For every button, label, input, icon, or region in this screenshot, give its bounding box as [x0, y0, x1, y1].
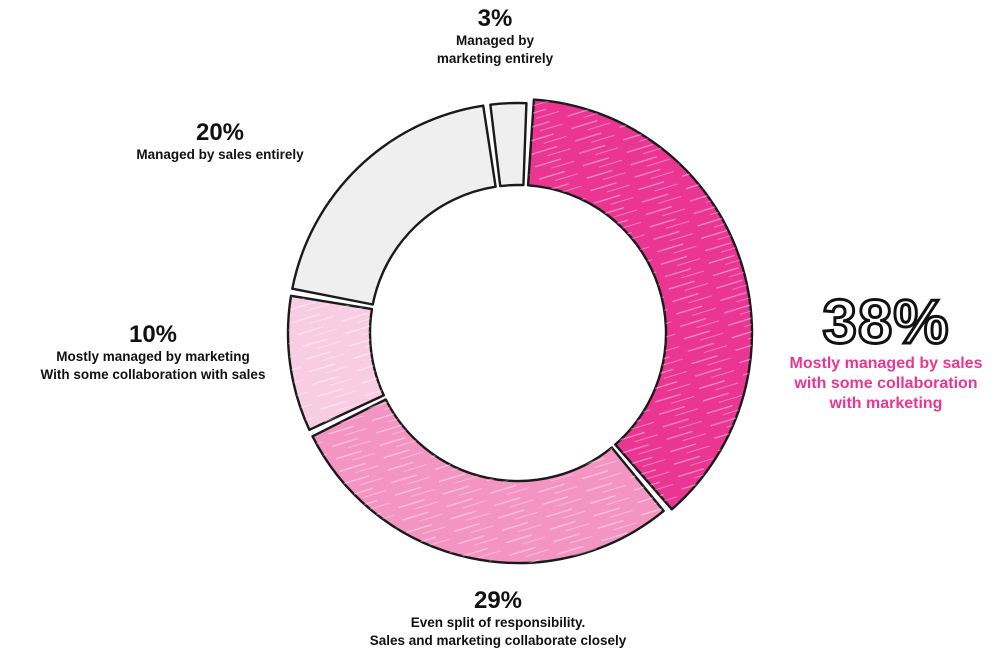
slice-mostly-sales-texture [528, 99, 753, 510]
slice-marketing-entirely [489, 101, 528, 188]
desc-sales-entirely: Managed by sales entirely [136, 147, 304, 162]
label-marketing-entirely: 3% Managed by marketing entirely [395, 6, 595, 68]
pct-marketing-entirely: 3% [477, 5, 513, 32]
desc-even-split: Even split of responsibility. Sales and … [369, 615, 627, 648]
desc-mostly-sales: Mostly managed by sales with some collab… [789, 355, 983, 412]
pct-mostly-sales: 38% [821, 288, 950, 357]
desc-marketing-entirely: Managed by marketing entirely [436, 33, 554, 66]
slice-even-split-texture [312, 399, 664, 563]
slice-mostly-marketing-texture [288, 295, 384, 430]
slice-sales-entirely [291, 104, 497, 306]
label-mostly-sales: 38% Mostly managed by sales with some co… [766, 288, 1006, 414]
pct-sales-entirely: 20% [195, 119, 245, 146]
desc-mostly-marketing: Mostly managed by marketing With some co… [40, 349, 266, 382]
label-sales-entirely: 20% Managed by sales entirely [95, 120, 345, 164]
label-even-split: 29% Even split of responsibility. Sales … [360, 588, 636, 650]
label-mostly-marketing: 10% Mostly managed by marketing With som… [0, 322, 306, 384]
pct-even-split: 29% [473, 587, 523, 614]
pct-mostly-marketing: 10% [128, 321, 178, 348]
